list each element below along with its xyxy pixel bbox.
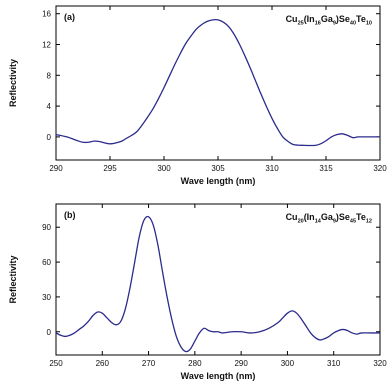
y-tick-label: 12 <box>42 41 51 50</box>
formula-text: Te <box>356 14 366 24</box>
composition-title: Cu25(In16Ga9)Se40Te10 <box>286 14 372 27</box>
formula-subscript: 20 <box>298 219 304 225</box>
formula-subscript: 40 <box>350 21 356 27</box>
x-tick-label: 280 <box>188 359 202 368</box>
formula-subscript: 14 <box>315 219 322 225</box>
x-tick-label: 310 <box>265 164 279 173</box>
formula-text: Ga <box>321 212 334 222</box>
formula-text: Cu <box>286 212 298 222</box>
x-tick-label: 270 <box>142 359 156 368</box>
y-tick-label: 16 <box>42 10 51 19</box>
formula-subscript: 10 <box>366 21 372 27</box>
x-tick-label: 320 <box>373 164 387 173</box>
y-axis-title: Reflectivity <box>8 255 18 303</box>
formula-text: (In <box>304 14 315 24</box>
x-tick-label: 320 <box>373 359 387 368</box>
formula-subscript: 25 <box>298 21 304 27</box>
x-tick-label: 300 <box>281 359 295 368</box>
formula-subscript: 16 <box>315 21 321 27</box>
x-tick-label: 290 <box>49 164 63 173</box>
formula-subscript: 12 <box>366 219 372 225</box>
x-axis-title: Wave length (nm) <box>181 176 256 186</box>
y-axis-title: Reflectivity <box>8 59 18 107</box>
reflectivity-line <box>55 18 380 147</box>
x-tick-label: 295 <box>103 164 117 173</box>
y-tick-label: 90 <box>42 223 51 232</box>
y-tick-label: 60 <box>42 258 51 267</box>
x-tick-label: 260 <box>96 359 110 368</box>
formula-text: (In <box>304 212 315 222</box>
chart-panel-b: 250 260 270 280 290 300 310 320 0 30 60 90 Wave leng… <box>8 203 387 381</box>
y-tick-label: 4 <box>47 102 52 111</box>
composition-title: Cu20(In14Ga9)Se45Te12 <box>286 212 372 225</box>
y-tick-label: 0 <box>47 133 52 142</box>
reflectivity-line <box>55 215 380 353</box>
x-axis-title: Wave length (nm) <box>181 371 256 381</box>
y-tick-label: 0 <box>47 328 52 337</box>
y-tick-label: 30 <box>42 293 51 302</box>
formula-subscript: 9 <box>333 219 336 225</box>
x-tick-label: 300 <box>157 164 171 173</box>
panel-label: (b) <box>64 210 76 220</box>
formula-text: Te <box>356 212 366 222</box>
panel-label: (a) <box>64 12 75 22</box>
x-tick-label: 290 <box>234 359 248 368</box>
formula-text: Ga <box>321 14 334 24</box>
formula-text: )Se <box>336 14 350 24</box>
x-tick-label: 305 <box>211 164 225 173</box>
chart-panel-a: 290 295 300 305 310 315 320 0 4 8 12 16 Wave length … <box>8 5 387 186</box>
formula-subscript: 45 <box>350 219 356 225</box>
formula-text: )Se <box>336 212 350 222</box>
formula-text: Cu <box>286 14 298 24</box>
plot-frame <box>55 203 381 356</box>
formula-subscript: 9 <box>333 21 336 27</box>
x-tick-label: 315 <box>319 164 333 173</box>
y-tick-label: 8 <box>47 71 52 80</box>
x-tick-label: 310 <box>327 359 341 368</box>
x-tick-label: 250 <box>49 359 63 368</box>
